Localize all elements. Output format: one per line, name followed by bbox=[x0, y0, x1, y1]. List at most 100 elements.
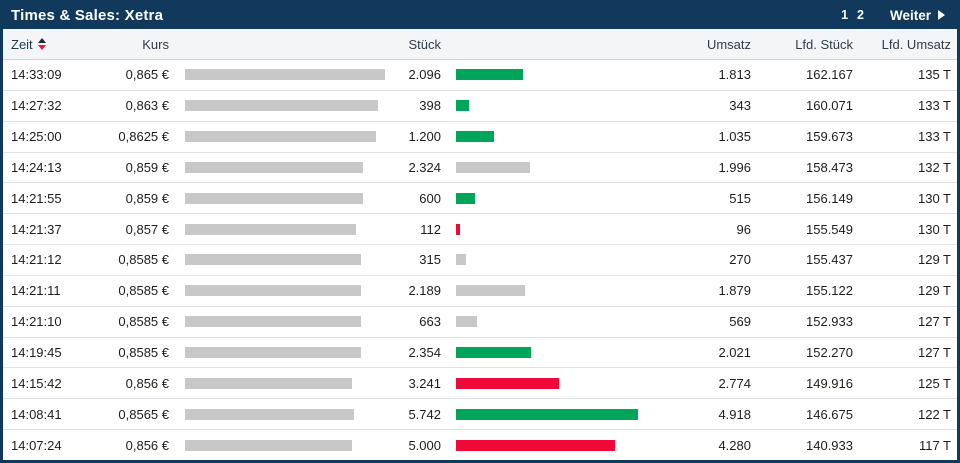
cell-lfd-stueck: 140.933 bbox=[806, 437, 853, 453]
cell-stueck: 2.096 bbox=[408, 67, 441, 83]
cell-stueck: 315 bbox=[419, 252, 441, 268]
cell-zeit: 14:21:11 bbox=[11, 283, 61, 299]
table-row: 14:21:37 0,857 € 112 96 155.549 130 T bbox=[3, 214, 957, 246]
next-page-label: Weiter bbox=[889, 7, 931, 23]
cell-stueck: 5.000 bbox=[408, 437, 441, 453]
cell-zeit: 14:21:37 bbox=[11, 221, 62, 237]
stueck-volume-bar bbox=[456, 161, 530, 173]
cell-kurs: 0,859 € bbox=[125, 159, 169, 175]
table-body: 14:33:09 0,865 € 2.096 1.813 162.167 135… bbox=[3, 60, 957, 460]
widget-title: Times & Sales: Xetra bbox=[11, 6, 164, 24]
kurs-price-bar bbox=[185, 223, 356, 235]
cell-umsatz: 1.035 bbox=[718, 129, 751, 145]
table-row: 14:21:12 0,8585 € 315 270 155.437 129 T bbox=[3, 245, 957, 276]
cell-zeit: 14:24:13 bbox=[11, 159, 62, 175]
page-link-1[interactable]: 1 bbox=[841, 8, 849, 22]
cell-lfd-umsatz: 129 T bbox=[917, 283, 951, 299]
stueck-volume-bar bbox=[456, 285, 525, 297]
cell-zeit: 14:08:41 bbox=[11, 406, 62, 422]
cell-stueck: 600 bbox=[419, 190, 441, 206]
cell-stueck: 1.200 bbox=[408, 129, 441, 145]
kurs-price-bar bbox=[185, 347, 361, 359]
cell-umsatz: 2.021 bbox=[718, 345, 751, 361]
table-row: 14:19:45 0,8585 € 2.354 2.021 152.270 12… bbox=[3, 338, 957, 369]
cell-kurs: 0,857 € bbox=[125, 221, 169, 237]
cell-lfd-umsatz: 127 T bbox=[917, 314, 951, 330]
cell-zeit: 14:15:42 bbox=[11, 375, 62, 391]
cell-lfd-stueck: 162.167 bbox=[806, 67, 853, 83]
table-row: 14:08:41 0,8565 € 5.742 4.918 146.675 12… bbox=[3, 399, 957, 431]
cell-umsatz: 4.918 bbox=[718, 406, 751, 422]
cell-lfd-umsatz: 130 T bbox=[917, 221, 951, 237]
stueck-volume-bar bbox=[456, 439, 615, 451]
column-header-kurs: Kurs bbox=[142, 36, 169, 52]
kurs-price-bar bbox=[185, 161, 363, 173]
cell-kurs: 0,863 € bbox=[125, 98, 169, 114]
cell-kurs: 0,8585 € bbox=[118, 345, 169, 361]
cell-zeit: 14:21:12 bbox=[11, 252, 62, 268]
cell-zeit: 14:33:09 bbox=[11, 67, 62, 83]
table-row: 14:21:10 0,8585 € 663 569 152.933 127 T bbox=[3, 307, 957, 338]
cell-kurs: 0,856 € bbox=[125, 437, 169, 453]
cell-umsatz: 515 bbox=[729, 190, 751, 206]
cell-zeit: 14:21:10 bbox=[11, 314, 62, 330]
cell-lfd-stueck: 160.071 bbox=[806, 98, 853, 114]
cell-zeit: 14:19:45 bbox=[11, 345, 62, 361]
column-header-lfd-stueck: Lfd. Stück bbox=[795, 36, 853, 52]
stueck-volume-bar bbox=[456, 316, 477, 328]
cell-lfd-stueck: 152.270 bbox=[806, 345, 853, 361]
next-page-button[interactable]: Weiter bbox=[890, 8, 947, 23]
cell-lfd-umsatz: 117 T bbox=[918, 437, 951, 453]
sort-icon bbox=[37, 38, 46, 50]
cell-lfd-umsatz: 133 T bbox=[917, 98, 951, 114]
cell-umsatz: 1.996 bbox=[718, 159, 751, 175]
cell-lfd-umsatz: 133 T bbox=[917, 129, 951, 145]
page-link-2[interactable]: 2 bbox=[857, 8, 864, 22]
cell-lfd-umsatz: 122 T bbox=[917, 406, 951, 422]
column-header-zeit-label: Zeit bbox=[11, 36, 33, 52]
stueck-volume-bar bbox=[456, 408, 638, 420]
cell-umsatz: 2.774 bbox=[718, 375, 751, 391]
table-row: 14:07:24 0,856 € 5.000 4.280 140.933 117… bbox=[3, 430, 957, 460]
kurs-price-bar bbox=[185, 316, 361, 328]
title-bar-controls: 1 2 Weiter bbox=[841, 8, 947, 23]
kurs-price-bar bbox=[185, 408, 354, 420]
pagination: 1 2 bbox=[841, 8, 864, 22]
cell-lfd-stueck: 155.122 bbox=[806, 283, 853, 299]
stueck-volume-bar bbox=[456, 192, 475, 204]
stueck-volume-bar bbox=[456, 254, 466, 266]
table-row: 14:15:42 0,856 € 3.241 2.774 149.916 125… bbox=[3, 368, 957, 400]
cell-umsatz: 4.280 bbox=[718, 437, 751, 453]
cell-lfd-stueck: 155.549 bbox=[806, 221, 853, 237]
column-header-lfd-umsatz: Lfd. Umsatz bbox=[881, 36, 951, 52]
cell-stueck: 2.324 bbox=[408, 159, 441, 175]
cell-lfd-stueck: 152.933 bbox=[806, 314, 853, 330]
cell-lfd-umsatz: 125 T bbox=[917, 375, 951, 391]
stueck-volume-bar bbox=[456, 377, 559, 389]
cell-zeit: 14:21:55 bbox=[11, 190, 62, 206]
table-row: 14:27:32 0,863 € 398 343 160.071 133 T bbox=[3, 91, 957, 122]
cell-umsatz: 569 bbox=[729, 314, 751, 330]
stueck-volume-bar bbox=[456, 100, 469, 112]
column-header-zeit[interactable]: Zeit bbox=[3, 37, 103, 52]
kurs-price-bar bbox=[185, 131, 376, 143]
arrow-right-icon bbox=[938, 10, 945, 20]
cell-zeit: 14:07:24 bbox=[11, 437, 62, 453]
cell-zeit: 14:25:00 bbox=[11, 129, 62, 145]
cell-kurs: 0,8585 € bbox=[118, 283, 169, 299]
cell-kurs: 0,865 € bbox=[125, 67, 169, 83]
kurs-price-bar bbox=[185, 100, 378, 112]
cell-lfd-stueck: 149.916 bbox=[806, 375, 853, 391]
stueck-volume-bar bbox=[456, 69, 523, 81]
cell-stueck: 112 bbox=[420, 221, 441, 237]
cell-lfd-umsatz: 135 T bbox=[917, 67, 951, 83]
cell-umsatz: 1.879 bbox=[718, 283, 751, 299]
table-row: 14:24:13 0,859 € 2.324 1.996 158.473 132… bbox=[3, 153, 957, 184]
cell-kurs: 0,8585 € bbox=[118, 314, 169, 330]
table-row: 14:25:00 0,8625 € 1.200 1.035 159.673 13… bbox=[3, 122, 957, 153]
stueck-volume-bar bbox=[456, 131, 494, 143]
cell-lfd-umsatz: 132 T bbox=[917, 159, 951, 175]
cell-stueck: 3.241 bbox=[408, 375, 441, 391]
column-header-umsatz: Umsatz bbox=[706, 36, 751, 52]
